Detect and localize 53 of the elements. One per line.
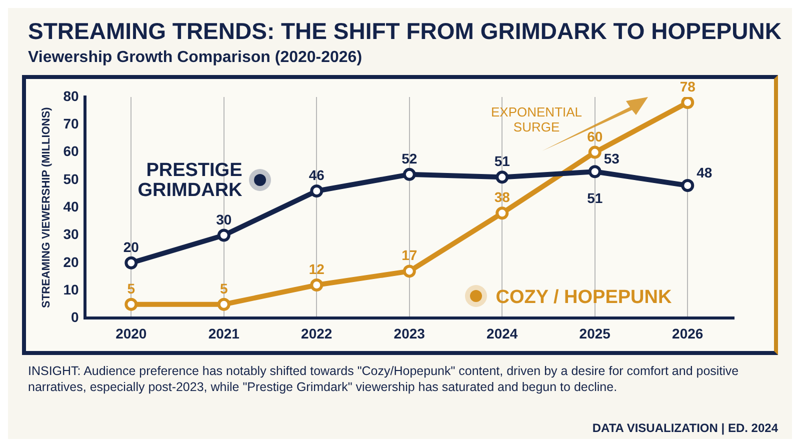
y-tick-label: 50: [63, 170, 79, 187]
y-tick-label: 20: [63, 254, 79, 270]
data-label: 46: [308, 167, 325, 184]
y-tick-label: 60: [63, 143, 79, 160]
point: [124, 256, 138, 270]
data-label: 17: [402, 247, 418, 264]
series-label: PRESTIGE GRIMDARK: [138, 160, 243, 201]
data-label: 51: [494, 153, 510, 170]
point: [681, 97, 694, 110]
data-label: 12: [308, 261, 325, 278]
point: [402, 168, 416, 181]
point: [496, 206, 509, 220]
x-tick-label: 2023: [394, 325, 426, 342]
data-label: 5: [127, 280, 136, 296]
data-label: 38: [494, 189, 510, 206]
y-tick-label: 40: [63, 198, 79, 214]
annotation: EXPONENTIAL SURGE: [490, 104, 582, 134]
text: INSIGHT: Audience preference has notably shifted towards "Cozy/Hopepunk" content, driven by a desire for comfort and positive narratives, especially post-2023, while "Prestige Grimdark" viewership has saturated and begun to decline.: [28, 363, 740, 395]
y-tick-label: 10: [63, 281, 79, 298]
legend-label: COZY / HOPEPUNK: [496, 287, 672, 308]
data-label: 60: [587, 128, 603, 144]
point: [124, 298, 138, 311]
data-label: 48: [696, 164, 712, 180]
point: [588, 146, 602, 159]
text: DATA VISUALIZATION | ED. 2024: [592, 421, 778, 435]
point: [588, 165, 602, 178]
point: [217, 228, 230, 242]
point: [681, 178, 694, 192]
chart-title: STREAMING TRENDS: THE SHIFT FROM GRIMDARK TO HOPEPUNK: [27, 17, 782, 45]
data-label: 52: [402, 150, 418, 166]
x-tick-label: 2020: [116, 325, 147, 342]
point: [496, 170, 509, 184]
x-tick-label: 2025: [579, 325, 611, 342]
annotation: 51: [587, 190, 603, 206]
y-axis-title: STREAMING VIEWERSHIP (MILLIONS): [40, 106, 53, 308]
point: [310, 184, 324, 198]
data-label: 30: [216, 211, 232, 228]
x-tick-label: 2021: [208, 325, 240, 342]
data-label: 78: [680, 78, 696, 95]
y-tick-label: 70: [63, 116, 79, 132]
x-tick-label: 2026: [672, 325, 704, 342]
point: [402, 264, 416, 278]
point: [310, 278, 324, 292]
point: [217, 298, 230, 311]
data-label: 53: [604, 150, 620, 167]
data-label: 20: [123, 238, 140, 255]
data-label: 5: [220, 280, 228, 296]
chart-subtitle: Viewership Growth Comparison (2020-2026): [27, 48, 364, 67]
y-tick-label: 30: [63, 226, 79, 242]
x-tick-label: 2024: [486, 325, 518, 342]
y-tick-label: 80: [63, 88, 79, 104]
x-tick-label: 2022: [301, 325, 332, 342]
y-tick-label: 0: [70, 309, 79, 326]
